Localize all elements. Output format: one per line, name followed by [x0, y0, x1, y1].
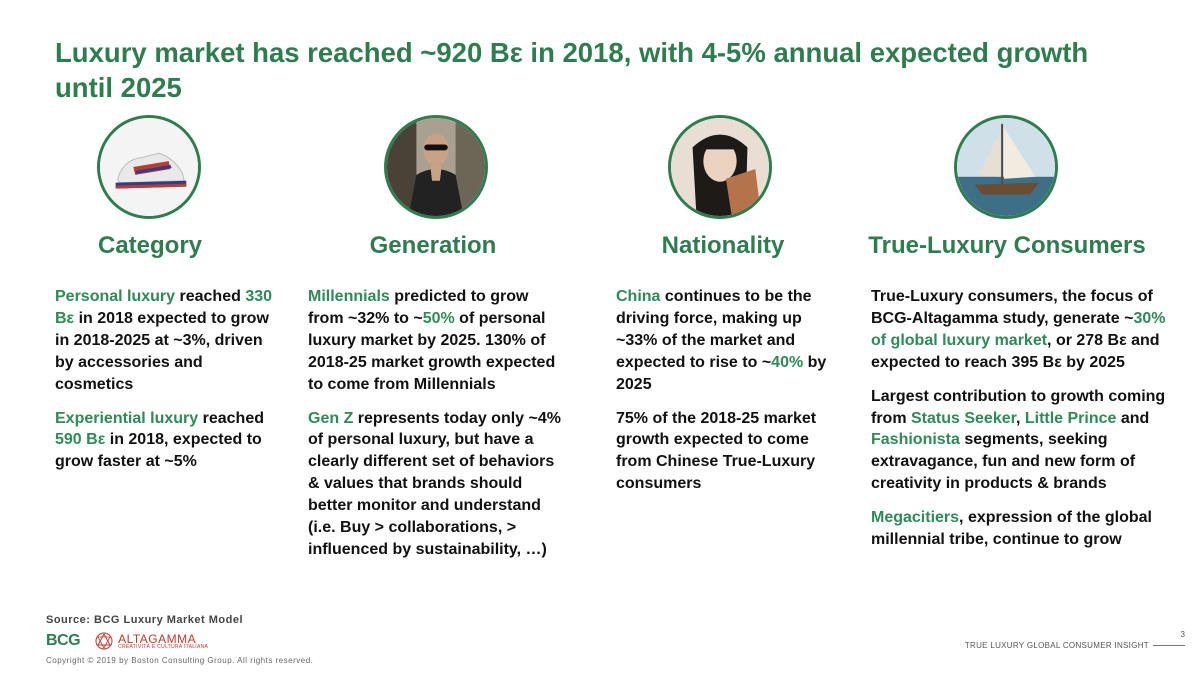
paragraph: Gen Z represents today only ~4% of perso… — [308, 408, 563, 561]
column-heading-nationality: Nationality — [661, 232, 785, 259]
body-text: , — [1015, 409, 1025, 427]
body-text: , expression of the global millennial tr… — [871, 509, 1152, 549]
body-text: Largest contribution to growth coming fr… — [871, 387, 1166, 427]
column-text-nationality: China continues to be the driving force,… — [616, 286, 841, 507]
paragraph: China continues to be the driving force,… — [616, 286, 841, 396]
body-text: and — [1116, 409, 1150, 427]
highlight-text: 40% — [771, 353, 804, 371]
highlight-text: Little Prince — [1024, 409, 1117, 427]
paragraph: Personal luxury reached 330 Bε in 2018 e… — [55, 286, 280, 396]
altagamma-logo: ALTAGAMMA CREATIVITÀ E CULTURA ITALIANA — [94, 631, 208, 651]
highlight-text: China — [616, 288, 661, 305]
column-heading-generation: Generation — [369, 232, 497, 259]
body-text: , or 278 Bε and expected to reach 395 Bε… — [871, 331, 1160, 371]
body-text: predicted to grow from ~32% to ~ — [308, 288, 529, 327]
column-heading-true-luxury-consumers: True-Luxury Consumers — [868, 232, 1146, 259]
highlight-text: Millennials — [308, 288, 390, 305]
altagamma-tagline: CREATIVITÀ E CULTURA ITALIANA — [118, 643, 209, 650]
column-text-category: Personal luxury reached 330 Bε in 2018 e… — [55, 286, 280, 485]
highlight-text: 50% — [422, 309, 455, 327]
highlight-text: Status Seeker — [911, 409, 1016, 427]
highlight-text: 590 Bε — [55, 431, 106, 449]
body-text: represents today only ~4% of personal lu… — [308, 409, 561, 558]
footer-rule — [1153, 645, 1185, 646]
altagamma-emblem-icon — [95, 632, 113, 650]
footer-logos: BCG ALTAGAMMA CREATIVITÀ E CULTURA ITALI… — [46, 630, 208, 652]
body-text: segments, seeking extravagance, fun and … — [871, 431, 1136, 493]
highlight-text: Megacitiers — [871, 509, 960, 527]
sneaker-photo-icon — [97, 115, 201, 219]
paragraph: True-Luxury consumers, the focus of BCG-… — [871, 286, 1166, 374]
body-text: in 2018 expected to grow in 2018-2025 at… — [55, 309, 269, 393]
copyright-text: Copyright © 2019 by Boston Consulting Gr… — [46, 656, 314, 665]
body-text: True-Luxury consumers, the focus of BCG-… — [871, 288, 1153, 327]
body-text: in 2018, expected to grow faster at ~5% — [55, 431, 262, 471]
body-text: continues to be the driving force, makin… — [616, 288, 812, 371]
bcg-logo: BCG — [46, 632, 81, 649]
highlight-text: 30% of global luxury market — [871, 309, 1166, 349]
paragraph: Largest contribution to growth coming fr… — [871, 386, 1166, 496]
altagamma-name: ALTAGAMMA — [118, 631, 197, 646]
body-text: by 2025 — [616, 353, 827, 393]
column-text-generation: Millennials predicted to grow from ~32% … — [308, 286, 563, 573]
footer-brand: TRUE LUXURY GLOBAL CONSUMER INSIGHT — [965, 641, 1185, 650]
asian-woman-photo-icon — [668, 115, 772, 219]
model-sunglasses-photo-icon — [384, 115, 488, 219]
page-title: Luxury market has reached ~920 Bε in 201… — [55, 37, 1089, 103]
paragraph: Millennials predicted to grow from ~32% … — [308, 286, 563, 396]
column-text-true-luxury-consumers: True-Luxury consumers, the focus of BCG-… — [871, 286, 1166, 563]
paragraph: Experiential luxury reached 590 Bε in 20… — [55, 408, 280, 474]
highlight-text: 330 Bε — [55, 288, 273, 327]
footer-brand-text: TRUE LUXURY GLOBAL CONSUMER INSIGHT — [964, 641, 1149, 650]
highlight-text: Fashionista — [871, 431, 960, 449]
sailboat-photo-icon — [954, 115, 1058, 219]
highlight-text: Gen Z — [308, 409, 354, 427]
body-text: 75% of the 2018-25 market growth expecte… — [616, 409, 817, 493]
source-note: Source: BCG Luxury Market Model — [46, 614, 244, 626]
body-text: reached — [175, 288, 246, 305]
body-text: of personal luxury market by 2025. 130% … — [308, 309, 556, 393]
page-number: 3 — [1180, 630, 1185, 639]
highlight-text: Experiential luxury — [55, 409, 199, 427]
body-text: reached — [198, 409, 264, 427]
highlight-text: Personal luxury — [55, 288, 176, 305]
column-heading-category: Category — [97, 232, 203, 259]
paragraph: 75% of the 2018-25 market growth expecte… — [616, 408, 841, 496]
paragraph: Megacitiers, expression of the global mi… — [871, 507, 1166, 551]
